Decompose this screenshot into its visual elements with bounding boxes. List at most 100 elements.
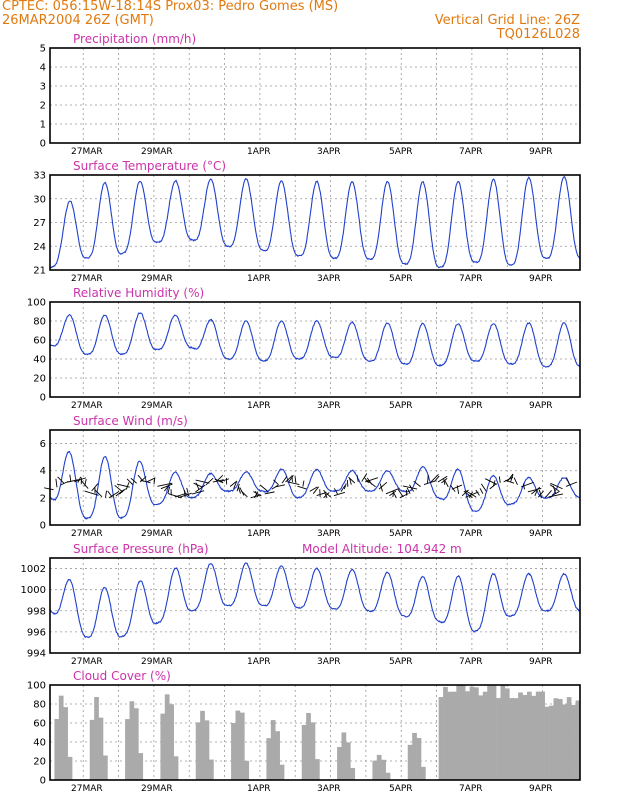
series-line (49, 562, 581, 639)
wind-barb (333, 488, 338, 495)
y-tick-label: 33 (33, 171, 46, 182)
wind-barb (406, 487, 411, 494)
header-gridline: Vertical Grid Line: 26Z (434, 13, 580, 28)
wind-barb (237, 486, 241, 494)
wind-barb (195, 484, 206, 493)
wind-barb (510, 473, 514, 483)
cloud-bar (575, 700, 581, 780)
panel-title: Relative Humidity (%) (73, 286, 204, 300)
cloud-bar (306, 712, 311, 780)
wind-barb (67, 479, 79, 483)
wind-barb (84, 490, 99, 496)
y-tick-label: 994 (27, 649, 46, 660)
y-tick-label: 5 (40, 44, 46, 55)
cloud-bar (553, 698, 559, 780)
header-station: CPTEC: 056:15W-18:14S Prox03: Pedro Gome… (2, 0, 339, 14)
wind-barb (288, 474, 294, 482)
x-tick-label: 5APR (389, 529, 413, 539)
panel-title: Surface Wind (m/s) (73, 414, 188, 428)
wind-barb (57, 476, 65, 484)
wind-barb (285, 476, 292, 483)
cloud-bar (345, 742, 351, 780)
wind-barb (236, 483, 240, 492)
x-tick-label: 7APR (459, 529, 483, 539)
wind-barb (397, 488, 404, 498)
y-tick-label: 27 (33, 218, 46, 229)
cloud-bar (566, 697, 572, 780)
x-tick-label: 27MAR (71, 784, 103, 794)
cloud-bar (270, 720, 276, 780)
wind-barb (233, 480, 238, 490)
cloud-bar (535, 691, 541, 780)
cloud-bar (456, 685, 462, 780)
cloud-bar (89, 719, 95, 780)
wind-barb (281, 475, 288, 484)
cloud-bar (209, 759, 214, 780)
wind-barb (402, 485, 418, 490)
x-tick-label: 3APR (317, 529, 341, 539)
x-tick-label: 5APR (389, 274, 413, 284)
wind-barb (81, 480, 89, 489)
cloud-bar (350, 767, 356, 780)
panel-frame (49, 429, 581, 526)
y-tick-label: 2 (40, 493, 46, 504)
cloud-bar (527, 691, 532, 780)
x-tick-label: 1APR (247, 784, 271, 794)
x-tick-label: 27MAR (71, 401, 103, 411)
x-tick-label: 9APR (529, 657, 553, 667)
wind-barb (366, 479, 376, 488)
wind-barb (340, 485, 346, 492)
cloud-bar (275, 731, 280, 780)
y-tick-label: 4 (40, 63, 46, 74)
cloud-bar (301, 724, 307, 780)
wind-barb (378, 481, 388, 490)
x-tick-label: 5APR (389, 147, 413, 157)
y-tick-label: 6 (40, 439, 46, 450)
wind-barb (385, 488, 399, 495)
wind-barb (168, 493, 182, 499)
wind-barb (167, 486, 171, 494)
x-tick-label: 29MAR (141, 274, 173, 284)
panel-5 (49, 557, 581, 654)
wind-barb (361, 473, 368, 482)
cloud-bar (385, 772, 391, 780)
cloud-bar (531, 695, 537, 780)
x-tick-label: 3APR (317, 784, 341, 794)
wind-barb (505, 479, 515, 484)
wind-barb (205, 477, 214, 486)
y-tick-label: 3 (40, 82, 46, 93)
wind-barb (565, 481, 578, 487)
wind-barb (74, 477, 87, 483)
y-tick-label: 1002 (21, 564, 46, 575)
cloud-bar (416, 737, 422, 780)
wind-barb (302, 480, 305, 487)
y-tick-label: 996 (27, 627, 46, 638)
cloud-bar (204, 720, 210, 780)
wind-barb (157, 482, 173, 487)
x-tick-label: 3APR (317, 657, 341, 667)
y-tick-label: 20 (33, 757, 46, 768)
wind-barb (195, 482, 200, 490)
panel-4 (44, 429, 581, 526)
cloud-bar (500, 685, 506, 780)
wind-barb (434, 475, 440, 482)
panel-3 (49, 301, 581, 398)
x-tick-label: 29MAR (141, 784, 173, 794)
wind-barb (297, 485, 307, 490)
x-tick-label: 9APR (529, 784, 553, 794)
wind-barb (348, 476, 356, 484)
cloud-bar (465, 691, 470, 780)
wind-barb (105, 490, 107, 498)
wind-barb (430, 474, 439, 483)
wind-barb (544, 490, 552, 499)
y-tick-label: 1 (40, 120, 46, 131)
y-tick-label: 21 (33, 266, 46, 277)
y-tick-label: 60 (33, 719, 46, 730)
wind-barb (379, 483, 383, 492)
wind-barb (456, 485, 460, 494)
x-tick-label: 7APR (459, 657, 483, 667)
wind-barb (287, 481, 300, 485)
panel-frame (49, 301, 581, 398)
wind-barb (475, 489, 480, 496)
wind-barb (126, 478, 134, 486)
